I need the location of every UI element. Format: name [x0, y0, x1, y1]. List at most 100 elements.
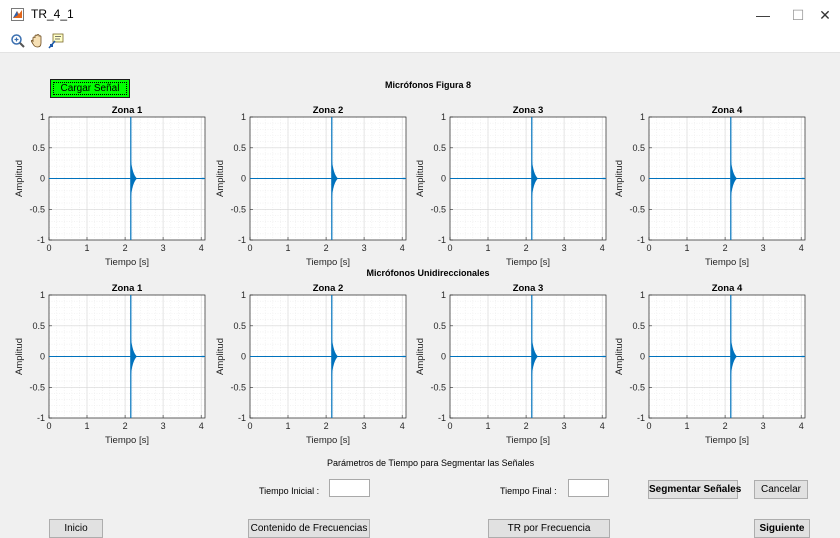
y-tick-label: 1 [441, 290, 446, 300]
y-tick-label: 0.5 [632, 143, 645, 153]
minimize-button[interactable]: — [756, 7, 770, 23]
matlab-app-icon [11, 8, 24, 21]
y-tick-label: -0.5 [430, 382, 446, 392]
plot-title: Zona 3 [513, 105, 544, 116]
x-tick-label: 4 [199, 421, 204, 431]
plot-title: Zona 3 [513, 283, 544, 294]
x-tick-label: 1 [684, 421, 689, 431]
y-tick-label: -1 [238, 413, 246, 423]
x-tick-label: 2 [723, 421, 728, 431]
plot-uni-zona1: 0 1 2 3 4 -1 -0.5 0 0.5 1 Zona 1 Tiempo [s] Amplitud [14, 283, 206, 446]
x-axis-label: Tiempo [s] [306, 257, 350, 268]
x-tick-label: 2 [324, 421, 329, 431]
x-tick-label: 0 [646, 421, 651, 431]
y-tick-label: 1 [241, 112, 246, 122]
pan-hand-icon[interactable] [29, 33, 45, 49]
x-tick-label: 1 [485, 243, 490, 253]
load-signal-button[interactable]: Cargar Señal [50, 79, 130, 98]
end-time-label: Tiempo Final : [500, 486, 557, 496]
signal-decay [331, 161, 338, 196]
x-axis-label: Tiempo [s] [105, 435, 149, 446]
y-tick-label: -0.5 [430, 204, 446, 214]
signal-end-marker [403, 355, 405, 358]
x-tick-label: 0 [46, 243, 51, 253]
plot-title: Zona 2 [313, 105, 344, 116]
plot-fig8-zona3: 0 1 2 3 4 -1 -0.5 0 0.5 1 Zona 3 Tiempo [s] Amplitud [415, 105, 607, 268]
y-axis-label: Amplitud [215, 338, 226, 375]
y-tick-label: 0 [441, 174, 446, 184]
end-time-input[interactable] [568, 479, 609, 497]
y-tick-label: 0 [640, 352, 645, 362]
maximize-button[interactable]: ☐ [791, 7, 805, 23]
plot-title: Zona 1 [112, 283, 143, 294]
x-tick-label: 0 [247, 421, 252, 431]
figure8-mics-title: Micrófonos Figura 8 [384, 80, 472, 90]
plot-title: Zona 4 [712, 105, 743, 116]
frequency-content-button[interactable]: Contenido de Frecuencias [248, 519, 370, 538]
figure-toolbar [0, 30, 840, 53]
x-tick-label: 4 [400, 243, 405, 253]
y-tick-label: 0.5 [32, 321, 45, 331]
y-axis-label: Amplitud [14, 160, 25, 197]
y-tick-label: 0.5 [233, 321, 246, 331]
y-tick-label: 0 [40, 352, 45, 362]
y-tick-label: -0.5 [629, 382, 645, 392]
plot-uni-zona2: 0 1 2 3 4 -1 -0.5 0 0.5 1 Zona 2 Tiempo [s] Amplitud [215, 283, 407, 446]
x-tick-label: 1 [485, 421, 490, 431]
signal-end-marker [403, 177, 405, 180]
close-button[interactable]: ✕ [819, 7, 831, 23]
unidirectional-mics-title: Micrófonos Unidireccionales [366, 268, 490, 278]
y-tick-label: 0.5 [632, 321, 645, 331]
x-tick-label: 0 [247, 243, 252, 253]
plot-fig8-zona4: 0 1 2 3 4 -1 -0.5 0 0.5 1 Zona 4 Tiempo [s] Amplitud [614, 105, 806, 268]
y-tick-label: -1 [438, 413, 446, 423]
signal-decay [130, 339, 137, 374]
x-tick-label: 3 [562, 421, 567, 431]
signal-end-marker [802, 355, 804, 358]
plot-uni-zona4: 0 1 2 3 4 -1 -0.5 0 0.5 1 Zona 4 Tiempo [s] Amplitud [614, 283, 806, 446]
plot-title: Zona 2 [313, 283, 344, 294]
y-tick-label: -0.5 [230, 382, 246, 392]
signal-end-marker [202, 177, 204, 180]
signal-decay [531, 339, 538, 374]
y-axis-label: Amplitud [215, 160, 226, 197]
x-tick-label: 1 [684, 243, 689, 253]
y-tick-label: 0 [40, 174, 45, 184]
cancel-button[interactable]: Cancelar [754, 480, 808, 499]
zoom-in-icon[interactable] [10, 33, 26, 49]
start-time-input[interactable] [329, 479, 370, 497]
x-axis-label: Tiempo [s] [705, 257, 749, 268]
x-tick-label: 0 [46, 421, 51, 431]
x-axis-label: Tiempo [s] [306, 435, 350, 446]
y-tick-label: -1 [438, 235, 446, 245]
x-axis-label: Tiempo [s] [506, 257, 550, 268]
plot-title: Zona 4 [712, 283, 743, 294]
next-button[interactable]: Siguiente [754, 519, 810, 538]
y-tick-label: 1 [640, 290, 645, 300]
plot-fig8-zona2: 0 1 2 3 4 -1 -0.5 0 0.5 1 Zona 2 Tiempo [s] Amplitud [215, 105, 407, 268]
signal-decay [730, 161, 737, 196]
signal-end-marker [603, 177, 605, 180]
title-bar: TR_4_1 — ☐ ✕ [0, 0, 840, 30]
home-button[interactable]: Inicio [49, 519, 103, 538]
y-tick-label: 0.5 [433, 143, 446, 153]
tr-by-frequency-button[interactable]: TR por Frecuencia [488, 519, 610, 538]
x-axis-label: Tiempo [s] [506, 435, 550, 446]
signal-decay [531, 161, 538, 196]
x-tick-label: 1 [285, 421, 290, 431]
y-tick-label: -1 [637, 235, 645, 245]
signal-decay [331, 339, 338, 374]
y-tick-label: -0.5 [629, 204, 645, 214]
segment-params-title: Parámetros de Tiempo para Segmentar las … [327, 458, 535, 468]
data-cursor-icon[interactable] [48, 33, 64, 49]
y-tick-label: 0 [441, 352, 446, 362]
y-tick-label: 1 [441, 112, 446, 122]
x-tick-label: 4 [799, 421, 804, 431]
window-title: TR_4_1 [31, 7, 74, 21]
segment-signals-button[interactable]: Segmentar Señales [648, 480, 741, 499]
signal-decay [730, 339, 737, 374]
signal-end-marker [802, 177, 804, 180]
y-axis-label: Amplitud [415, 160, 426, 197]
x-axis-label: Tiempo [s] [105, 257, 149, 268]
x-tick-label: 0 [447, 421, 452, 431]
